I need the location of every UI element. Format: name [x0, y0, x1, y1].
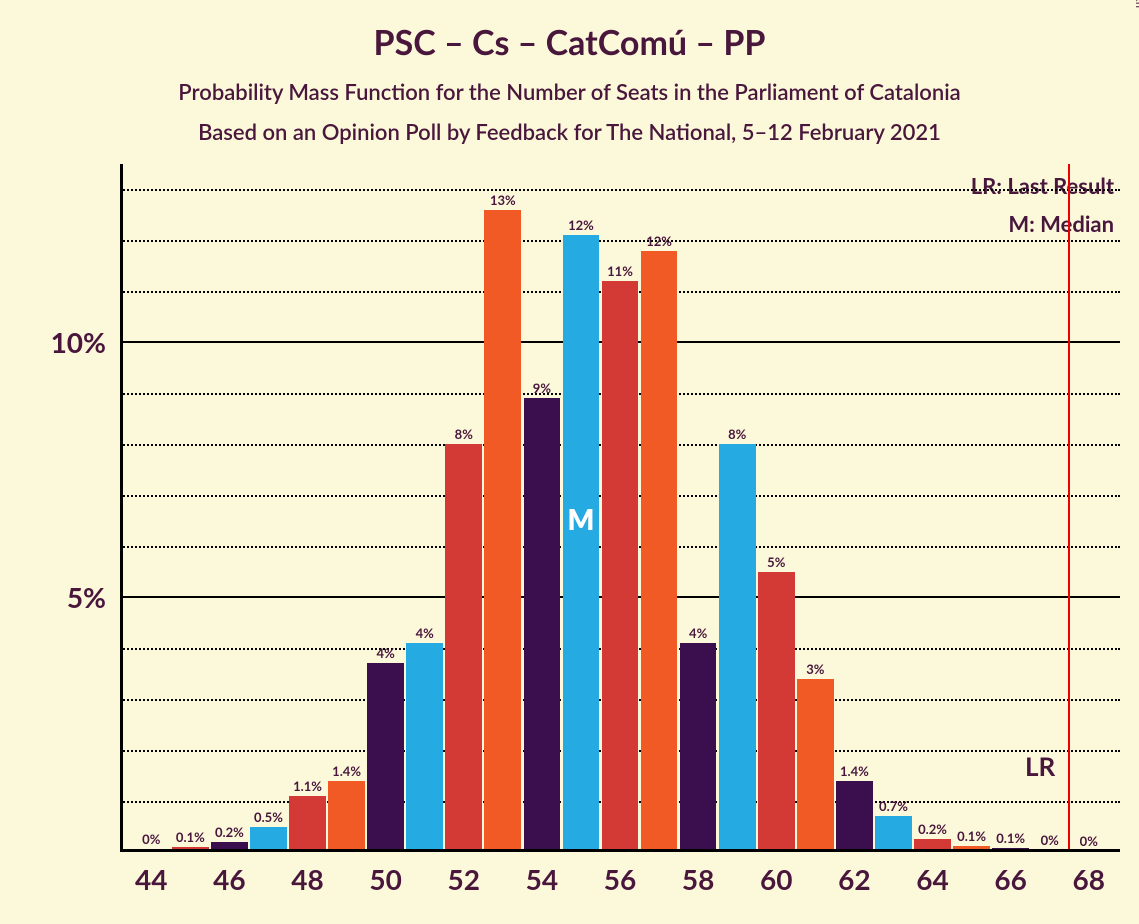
- bar-value-label: 3%: [806, 661, 824, 677]
- chart-subtitle-2: Based on an Opinion Poll by Feedback for…: [0, 118, 1139, 145]
- legend-last-result: LR: Last Result: [971, 172, 1114, 199]
- bar: 0.7%: [875, 816, 912, 852]
- bar: 9%: [524, 398, 561, 852]
- x-tick-label: 66: [994, 862, 1026, 896]
- x-tick-label: 48: [291, 862, 323, 896]
- x-tick-label: 60: [760, 862, 792, 896]
- credit-text: © 2021 Filip van Laenen: [1133, 0, 1139, 8]
- last-result-label: LR: [1025, 750, 1055, 782]
- bar-value-label: 0%: [1041, 832, 1059, 848]
- grid-minor: [120, 240, 1120, 242]
- bar: 1.4%: [328, 781, 365, 852]
- x-tick-label: 58: [682, 862, 714, 896]
- x-tick-label: 44: [135, 862, 167, 896]
- x-tick-label: 64: [916, 862, 948, 896]
- bar: 8%: [719, 444, 756, 852]
- bar: 5%: [758, 572, 795, 852]
- bar: 1.4%: [836, 781, 873, 852]
- y-axis: [120, 164, 123, 852]
- bar-value-label: 4%: [377, 645, 395, 661]
- bar-value-label: 0.7%: [879, 798, 908, 814]
- y-tick-label: 5%: [67, 580, 106, 614]
- chart-subtitle-1: Probability Mass Function for the Number…: [0, 78, 1139, 105]
- chart-title: PSC – Cs – CatComú – PP: [0, 22, 1139, 63]
- x-tick-label: 50: [369, 862, 401, 896]
- y-tick-label: 10%: [51, 325, 106, 359]
- bar: 12%: [563, 235, 600, 852]
- x-tick-label: 52: [448, 862, 480, 896]
- legend-median: M: Median: [1008, 210, 1114, 237]
- median-marker: M: [567, 502, 594, 536]
- bar: 12%: [641, 251, 678, 852]
- x-tick-label: 54: [526, 862, 558, 896]
- last-result-line: [1068, 164, 1070, 852]
- bar-value-label: 8%: [455, 426, 473, 442]
- bar: 4%: [406, 643, 443, 852]
- chart-canvas: PSC – Cs – CatComú – PP Probability Mass…: [0, 0, 1139, 924]
- x-axis: [120, 849, 1120, 852]
- bar-value-label: 0.5%: [254, 809, 283, 825]
- bar-value-label: 4%: [689, 625, 707, 641]
- bar: 13%: [484, 210, 521, 852]
- x-tick-label: 62: [838, 862, 870, 896]
- grid-minor: [120, 189, 1120, 191]
- bar-value-label: 0.1%: [996, 830, 1025, 846]
- bar-value-label: 4%: [416, 625, 434, 641]
- bar: 1.1%: [289, 796, 326, 852]
- bar-value-label: 0.2%: [215, 824, 244, 840]
- plot-area: LR: Last Result M: Median 5%10%0%0.1%0.2…: [120, 164, 1120, 852]
- bar-value-label: 5%: [767, 554, 785, 570]
- bar-value-label: 0.2%: [918, 821, 947, 837]
- bar: 11%: [602, 281, 639, 852]
- bar-value-label: 1.4%: [332, 763, 361, 779]
- bar-value-label: 12%: [646, 233, 672, 249]
- bar-value-label: 0.1%: [176, 829, 205, 845]
- x-tick-label: 68: [1073, 862, 1105, 896]
- bar-value-label: 1.1%: [293, 778, 322, 794]
- bar-value-label: 12%: [568, 217, 594, 233]
- bar-value-label: 13%: [490, 192, 516, 208]
- bar-value-label: 0%: [142, 831, 160, 847]
- bar: 3%: [797, 679, 834, 852]
- bar-value-label: 11%: [607, 263, 633, 279]
- bar: 4%: [367, 663, 404, 852]
- bar: 8%: [445, 444, 482, 852]
- x-tick-label: 56: [604, 862, 636, 896]
- bar-value-label: 9%: [533, 380, 551, 396]
- bar-value-label: 0%: [1080, 833, 1098, 849]
- bar-value-label: 1.4%: [840, 763, 869, 779]
- x-tick-label: 46: [213, 862, 245, 896]
- bar-value-label: 0.1%: [957, 828, 986, 844]
- bar: 4%: [680, 643, 717, 852]
- bar-value-label: 8%: [728, 426, 746, 442]
